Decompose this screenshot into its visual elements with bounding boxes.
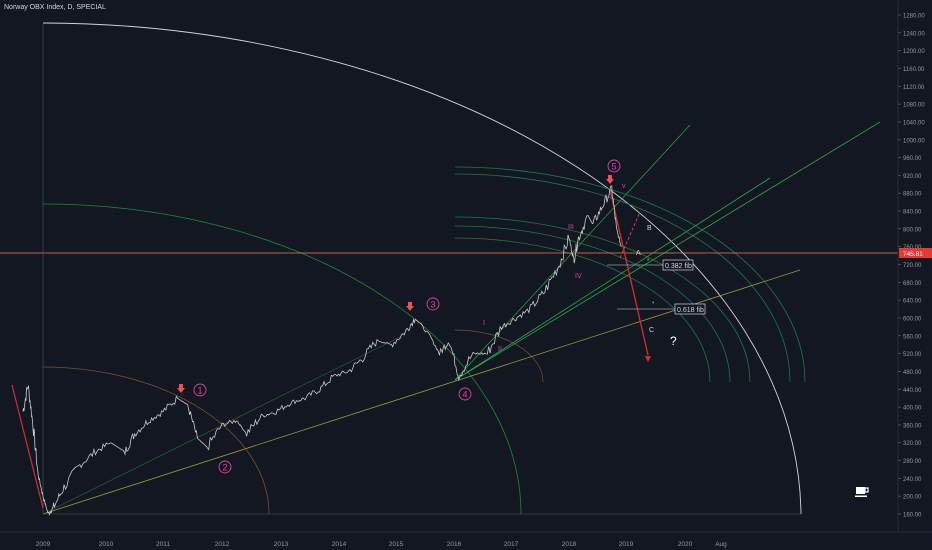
time-label: Aug bbox=[715, 541, 727, 548]
price-tick-label: 1240.00 bbox=[903, 31, 925, 37]
peak-arrow-5 bbox=[606, 175, 614, 184]
projected-c-wave bbox=[609, 189, 649, 356]
price-tick-label: 1160.00 bbox=[903, 67, 925, 73]
green-arc-4 bbox=[454, 225, 731, 383]
price-tick-label: 360.00 bbox=[903, 423, 922, 429]
price-tick-label: 1000.00 bbox=[903, 138, 925, 144]
price-axis: 1280.00 1240.00 1200.00 1160.00 1120.00 1080.… bbox=[897, 0, 932, 532]
fib618-label: 0.618 fib bbox=[677, 307, 704, 314]
price-tick-label: 880.00 bbox=[903, 192, 922, 198]
price-tick-label: 240.00 bbox=[903, 477, 922, 483]
wave-a-label: A bbox=[636, 250, 641, 257]
green-arc-3 bbox=[454, 216, 751, 383]
time-label: 2011 bbox=[156, 541, 170, 548]
time-label: 2016 bbox=[447, 541, 462, 548]
price-tick-label: 800.00 bbox=[903, 227, 922, 233]
price-tick-label: 280.00 bbox=[903, 459, 922, 465]
wave-2-label: 2 bbox=[222, 463, 227, 473]
price-tick-label: 680.00 bbox=[903, 281, 922, 287]
fib618-label-box bbox=[674, 303, 706, 315]
time-label: 2012 bbox=[215, 541, 230, 548]
green-fan-line-3 bbox=[454, 124, 691, 381]
peak-arrow-3 bbox=[406, 302, 414, 311]
wave-v-label: v bbox=[622, 183, 626, 190]
price-tick-label: 160.00 bbox=[903, 513, 922, 519]
fib382-label: 0.382 fib bbox=[665, 263, 692, 270]
green-fan-line-1 bbox=[454, 121, 881, 381]
wave-3-label-ring bbox=[426, 297, 440, 311]
dashed-b-wave bbox=[619, 211, 641, 259]
time-label: 2009 bbox=[36, 541, 51, 548]
wave-c-label: C bbox=[649, 327, 654, 334]
green-arc-5 bbox=[454, 237, 711, 383]
price-tick-label: 1120.00 bbox=[903, 85, 925, 91]
wave-5-label-ring bbox=[607, 159, 621, 173]
time-label: 2019 bbox=[619, 541, 634, 548]
green-arc-2 bbox=[454, 173, 791, 383]
c-arrowhead bbox=[645, 356, 651, 362]
time-label: 2015 bbox=[389, 541, 404, 548]
big-white-arc bbox=[42, 22, 802, 515]
price-tick-label: 400.00 bbox=[903, 406, 922, 412]
price-tick-label: 320.00 bbox=[903, 441, 922, 447]
green-dot-2: • bbox=[652, 300, 655, 307]
time-axis: 2009 2010 2011 2012 2013 2014 2015 2016 2017 2018… bbox=[0, 531, 932, 548]
wave-1-label: 1 bbox=[197, 386, 202, 396]
wave-3-label: 3 bbox=[430, 300, 435, 310]
time-label: 2010 bbox=[99, 541, 114, 548]
price-tick-label: 720.00 bbox=[903, 263, 922, 269]
price-tick-label: 440.00 bbox=[903, 388, 922, 394]
price-tick-label: 600.00 bbox=[903, 316, 922, 322]
price-tick-label: 960.00 bbox=[903, 156, 922, 162]
time-label: 2014 bbox=[332, 541, 347, 548]
price-tick-label: 480.00 bbox=[903, 370, 922, 376]
wave-i-label: I bbox=[483, 320, 485, 327]
price-tick-label: 920.00 bbox=[903, 174, 922, 180]
trend-lines bbox=[0, 24, 912, 515]
price-tick-label: 1040.00 bbox=[903, 120, 925, 126]
orange-arc-small bbox=[42, 366, 270, 515]
time-label: 2020 bbox=[678, 541, 693, 548]
price-line bbox=[22, 185, 622, 516]
time-label: 2017 bbox=[504, 541, 519, 548]
green-fan-line-2 bbox=[454, 177, 771, 381]
time-label: 2013 bbox=[274, 541, 289, 548]
current-price-label: 745.81 bbox=[903, 251, 923, 258]
price-axis-bg bbox=[898, 0, 932, 532]
fib382-label-box bbox=[662, 259, 694, 271]
time-label: 2018 bbox=[562, 541, 577, 548]
fib-arcs bbox=[42, 22, 806, 515]
chart-title: Norway OBX Index, D, SPECIAL bbox=[4, 4, 106, 11]
price-tick-label: 1280.00 bbox=[903, 14, 925, 20]
support-trendline bbox=[42, 269, 801, 515]
wave-iv-label: IV bbox=[575, 273, 582, 280]
wave-iii-label: III bbox=[568, 224, 574, 231]
price-tick-label: 1080.00 bbox=[903, 103, 925, 109]
wave-2-label-ring bbox=[218, 460, 232, 474]
wave-4-label: 4 bbox=[462, 390, 467, 400]
wave-4-label-ring bbox=[458, 387, 472, 401]
price-tick-label: 1200.00 bbox=[903, 49, 925, 55]
orange-arc-wave4 bbox=[454, 329, 544, 383]
wave-1-label-ring bbox=[193, 383, 207, 397]
price-series bbox=[22, 185, 622, 516]
current-price-badge bbox=[899, 248, 932, 259]
price-tick-label: 840.00 bbox=[903, 210, 922, 216]
price-tick-label: 560.00 bbox=[903, 334, 922, 340]
red-drop-2008 bbox=[11, 384, 44, 509]
wave-ii-label: II bbox=[498, 346, 502, 353]
green-dot-1: • bbox=[647, 257, 650, 264]
peak-arrow-1 bbox=[177, 384, 185, 393]
price-tick-label: 520.00 bbox=[903, 352, 922, 358]
wave-b-label: B bbox=[647, 225, 652, 232]
price-tick-label: 640.00 bbox=[903, 299, 922, 305]
green-arc-large bbox=[42, 203, 522, 515]
coffee-cup-icon[interactable] bbox=[855, 486, 869, 498]
question-mark: ? bbox=[670, 334, 677, 348]
price-tick-label: 200.00 bbox=[903, 495, 922, 501]
wave-5-label: 5 bbox=[611, 162, 616, 172]
